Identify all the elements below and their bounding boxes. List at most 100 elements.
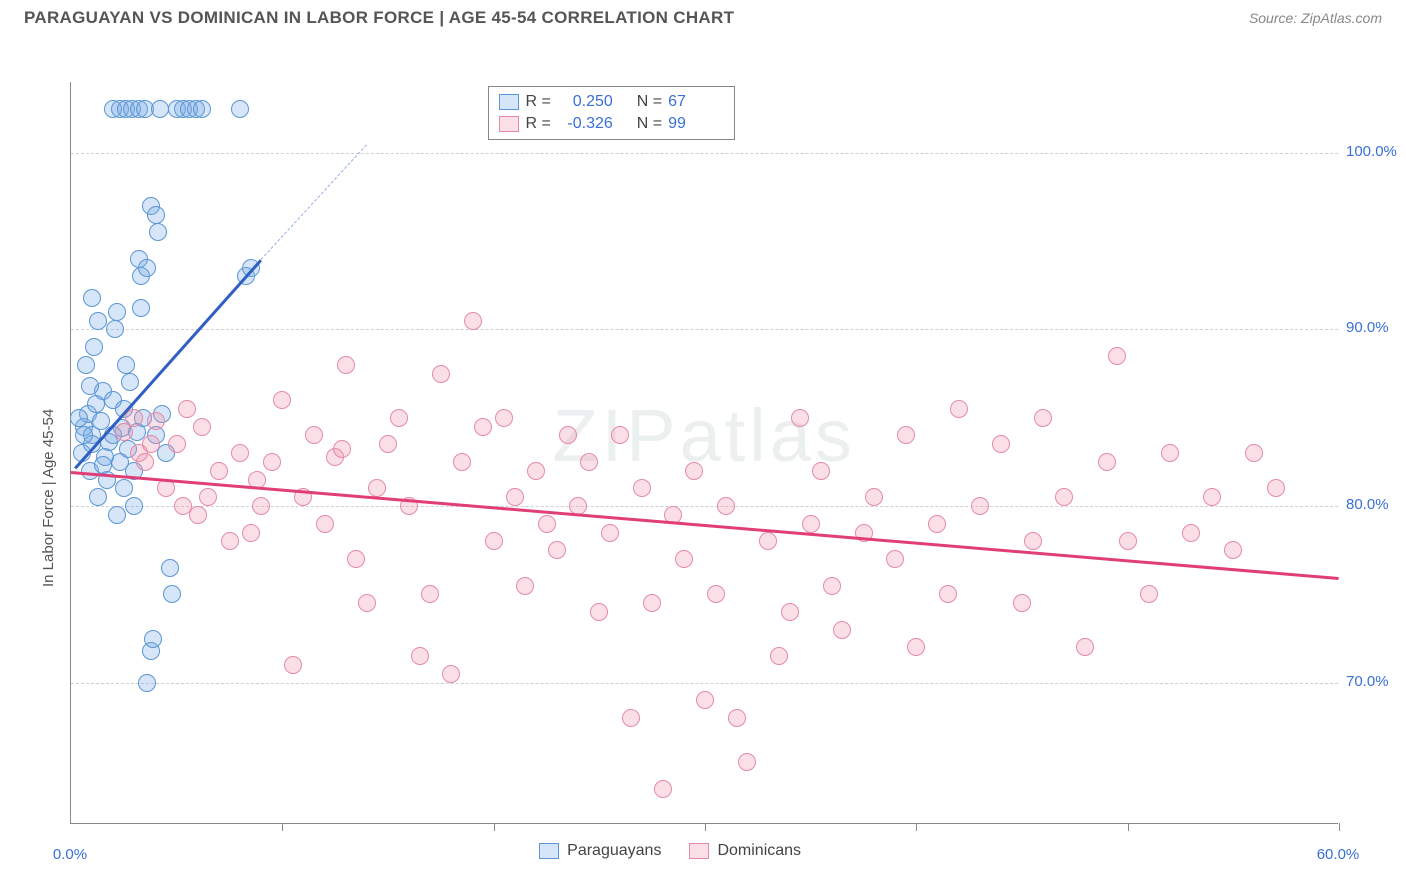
data-point <box>147 412 165 430</box>
data-point <box>1098 453 1116 471</box>
data-point <box>812 462 830 480</box>
data-point <box>221 532 239 550</box>
data-point <box>759 532 777 550</box>
data-point <box>358 594 376 612</box>
legend-n-value: 67 <box>668 93 724 111</box>
data-point <box>81 377 99 395</box>
data-point <box>654 780 672 798</box>
data-point <box>1267 479 1285 497</box>
gridline <box>71 153 1338 154</box>
data-point <box>823 577 841 595</box>
trend-line-dashed <box>261 144 367 260</box>
data-point <box>1013 594 1031 612</box>
legend-r-value: -0.326 <box>557 115 613 133</box>
data-point <box>1161 444 1179 462</box>
legend-r-label: R = <box>525 115 550 133</box>
y-tick-label: 100.0% <box>1346 143 1406 160</box>
data-point <box>273 391 291 409</box>
data-point <box>305 426 323 444</box>
data-point <box>1076 638 1094 656</box>
data-point <box>333 440 351 458</box>
legend-swatch <box>539 843 559 859</box>
y-tick-label: 90.0% <box>1346 319 1406 336</box>
gridline <box>71 329 1338 330</box>
data-point <box>1108 347 1126 365</box>
data-point <box>1140 585 1158 603</box>
chart-source: Source: ZipAtlas.com <box>1249 10 1382 26</box>
legend-series-item: Dominicans <box>689 842 801 860</box>
legend-n-label: N = <box>637 115 662 133</box>
data-point <box>580 453 598 471</box>
y-tick-label: 80.0% <box>1346 496 1406 513</box>
legend-series-item: Paraguayans <box>539 842 661 860</box>
legend-stats: R = 0.250 N = 67 R = -0.326 N = 99 <box>488 86 735 140</box>
data-point <box>950 400 968 418</box>
y-tick-label: 70.0% <box>1346 673 1406 690</box>
data-point <box>263 453 281 471</box>
data-point <box>464 312 482 330</box>
data-point <box>138 674 156 692</box>
data-point <box>121 373 139 391</box>
data-point <box>802 515 820 533</box>
data-point <box>791 409 809 427</box>
data-point <box>390 409 408 427</box>
x-tick-mark <box>494 823 495 831</box>
data-point <box>474 418 492 436</box>
data-point <box>1024 532 1042 550</box>
x-tick-label: 60.0% <box>1308 846 1368 863</box>
data-point <box>108 303 126 321</box>
data-point <box>210 462 228 480</box>
data-point <box>142 435 160 453</box>
data-point <box>77 356 95 374</box>
data-point <box>75 426 93 444</box>
legend-r-label: R = <box>525 93 550 111</box>
data-point <box>865 488 883 506</box>
data-point <box>485 532 503 550</box>
data-point <box>193 100 211 118</box>
x-tick-mark <box>1128 823 1129 831</box>
legend-r-value: 0.250 <box>557 93 613 111</box>
data-point <box>643 594 661 612</box>
data-point <box>168 435 186 453</box>
data-point <box>453 453 471 471</box>
data-point <box>527 462 545 480</box>
watermark: ZIPatlas <box>552 393 855 478</box>
data-point <box>89 312 107 330</box>
data-point <box>115 479 133 497</box>
chart-title: PARAGUAYAN VS DOMINICAN IN LABOR FORCE |… <box>24 8 734 28</box>
data-point <box>1245 444 1263 462</box>
data-point <box>70 409 88 427</box>
x-tick-mark <box>705 823 706 831</box>
data-point <box>125 409 143 427</box>
data-point <box>379 435 397 453</box>
data-point <box>284 656 302 674</box>
data-point <box>231 444 249 462</box>
chart-header: PARAGUAYAN VS DOMINICAN IN LABOR FORCE |… <box>0 0 1406 36</box>
legend-n-label: N = <box>637 93 662 111</box>
legend-swatch <box>499 116 519 132</box>
x-tick-label: 0.0% <box>40 846 100 863</box>
legend-n-value: 99 <box>668 115 724 133</box>
data-point <box>601 524 619 542</box>
data-point <box>516 577 534 595</box>
data-point <box>347 550 365 568</box>
data-point <box>178 400 196 418</box>
data-point <box>193 418 211 436</box>
data-point <box>897 426 915 444</box>
data-point <box>770 647 788 665</box>
data-point <box>411 647 429 665</box>
data-point <box>421 585 439 603</box>
data-point <box>696 691 714 709</box>
data-point <box>707 585 725 603</box>
data-point <box>738 753 756 771</box>
trend-line <box>71 471 1339 579</box>
x-tick-mark <box>1339 823 1340 831</box>
data-point <box>138 259 156 277</box>
data-point <box>83 289 101 307</box>
data-point <box>89 488 107 506</box>
data-point <box>189 506 207 524</box>
data-point <box>161 559 179 577</box>
data-point <box>337 356 355 374</box>
legend-series: Paraguayans Dominicans <box>539 842 801 860</box>
legend-swatch <box>499 94 519 110</box>
